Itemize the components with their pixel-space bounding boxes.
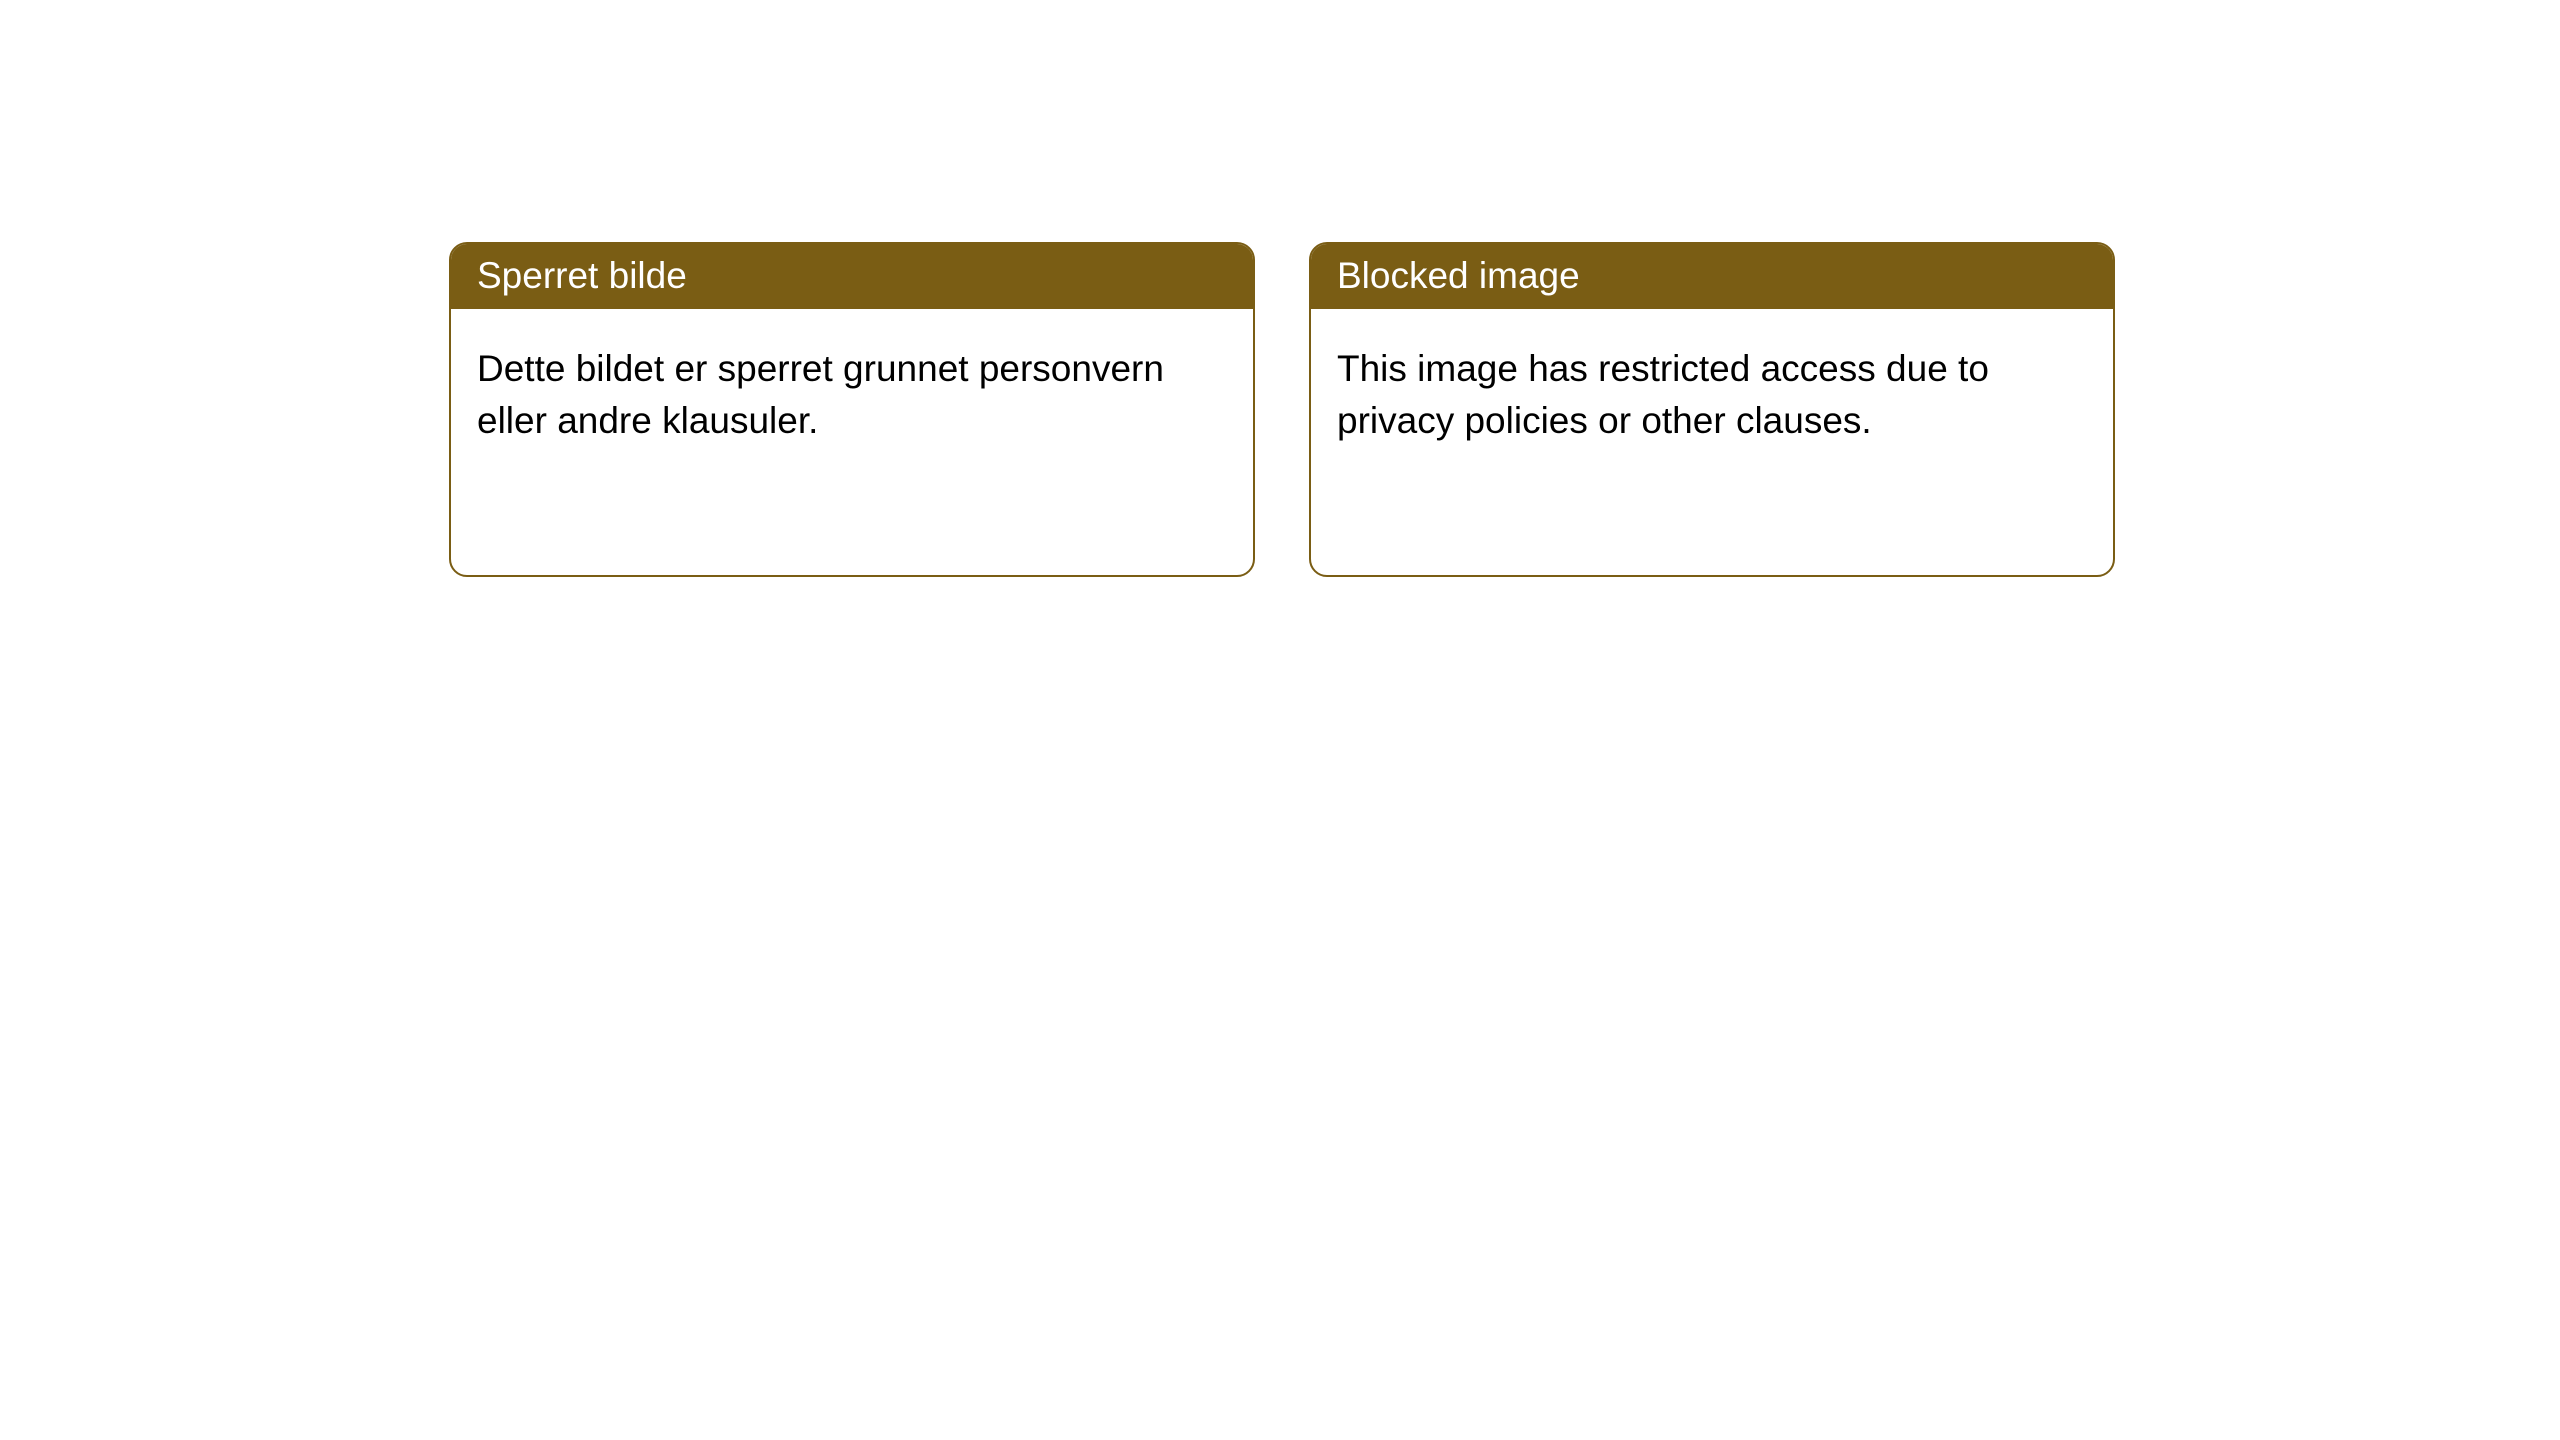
notice-container: Sperret bilde Dette bildet er sperret gr… <box>0 0 2560 577</box>
notice-card-body: Dette bildet er sperret grunnet personve… <box>451 309 1253 473</box>
notice-card-header: Blocked image <box>1311 244 2113 309</box>
notice-card-body: This image has restricted access due to … <box>1311 309 2113 473</box>
notice-card-header: Sperret bilde <box>451 244 1253 309</box>
notice-card-norwegian: Sperret bilde Dette bildet er sperret gr… <box>449 242 1255 577</box>
notice-card-english: Blocked image This image has restricted … <box>1309 242 2115 577</box>
